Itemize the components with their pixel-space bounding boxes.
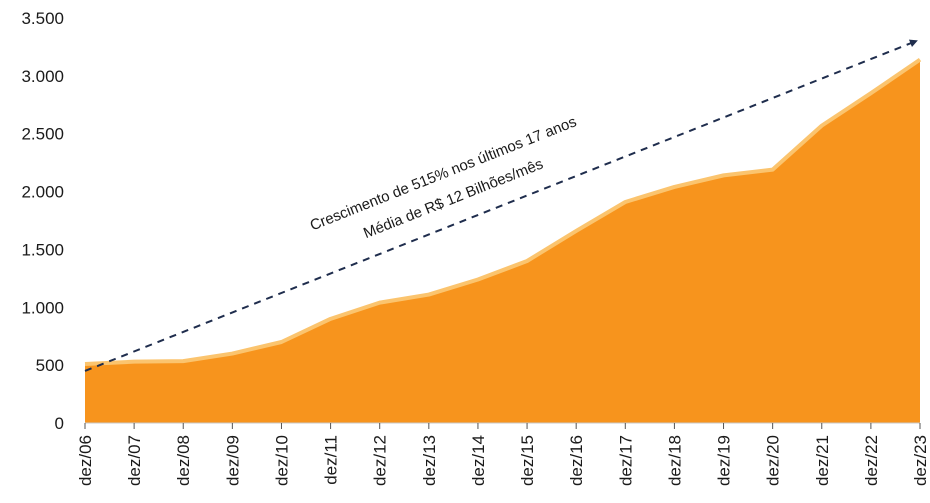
y-tick-label: 1.000 — [21, 298, 64, 317]
x-tick-label: dez/11 — [322, 435, 341, 485]
x-axis: dez/06 dez/07 dez/08 dez/09 dez/10 dez/11 dez/… — [76, 422, 930, 486]
x-tick-label: dez/19 — [715, 435, 734, 486]
x-tick-label: dez/21 — [813, 435, 832, 486]
x-tick-label: dez/15 — [518, 435, 537, 486]
x-tick-label: dez/23 — [911, 435, 930, 486]
x-tick-label: dez/14 — [469, 435, 488, 486]
y-tick-label: 3.000 — [21, 67, 64, 86]
x-tick-label: dez/22 — [862, 435, 881, 486]
y-axis: 0 500 1.000 1.500 2.000 2.500 3.000 3.500 — [21, 9, 64, 433]
trend-arrow — [84, 39, 918, 372]
y-tick-label: 500 — [36, 356, 64, 375]
area-series — [85, 59, 920, 424]
x-tick-label: dez/13 — [420, 435, 439, 486]
x-tick-label: dez/09 — [223, 435, 242, 486]
y-tick-label: 2.500 — [21, 125, 64, 144]
y-tick-label: 3.500 — [21, 9, 64, 28]
x-tick-label: dez/18 — [665, 435, 684, 486]
plot-area — [84, 58, 922, 424]
x-tick-label: dez/20 — [764, 435, 783, 486]
y-tick-label: 0 — [55, 414, 64, 433]
x-tick-label: dez/16 — [567, 435, 586, 486]
x-tick-label: dez/10 — [272, 435, 291, 486]
y-tick-label: 2.000 — [21, 183, 64, 202]
x-tick-label: dez/06 — [76, 435, 95, 486]
x-tick-label: dez/17 — [616, 435, 635, 486]
x-tick-label: dez/12 — [371, 435, 390, 486]
x-tick-label: dez/08 — [174, 435, 193, 486]
area-edge-line — [84, 58, 922, 366]
y-tick-label: 1.500 — [21, 240, 64, 259]
x-tick-label: dez/07 — [125, 435, 144, 486]
